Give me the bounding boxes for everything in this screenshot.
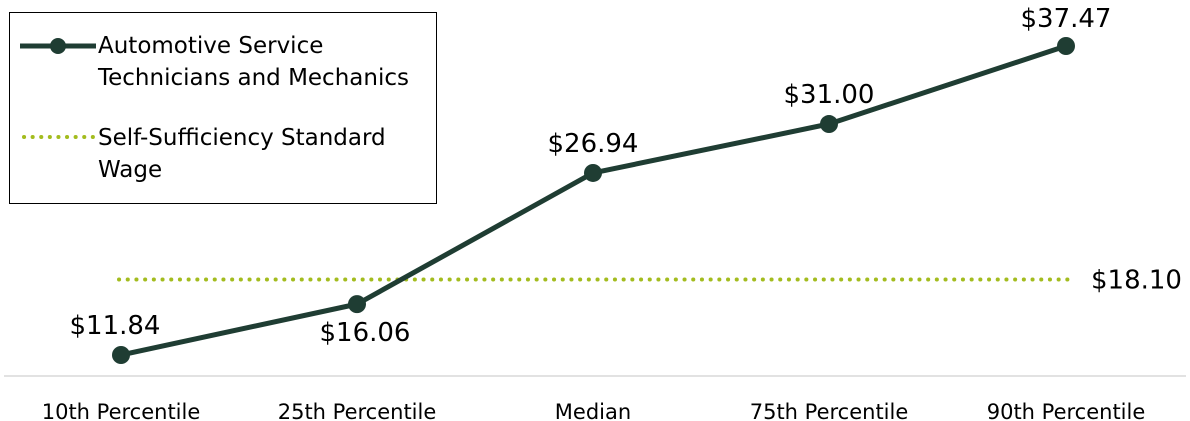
x-tick-label: 75th Percentile — [750, 400, 909, 421]
data-point — [348, 295, 366, 314]
self-sufficiency-value-label: $18.10 — [1091, 266, 1182, 296]
legend-swatch-self-sufficiency — [22, 135, 98, 139]
x-tick-label: Median — [555, 400, 631, 421]
legend-label-wage-series: Automotive Service Technicians and Mecha… — [98, 33, 409, 91]
data-point — [112, 346, 130, 364]
legend-swatch-wage-series — [20, 38, 96, 54]
data-label: $31.00 — [784, 80, 875, 110]
data-point — [820, 115, 838, 134]
data-label: $26.94 — [548, 129, 639, 159]
data-label: $37.47 — [1021, 4, 1112, 34]
data-label: $11.84 — [70, 311, 161, 341]
legend-label-self-sufficiency: Self-Sufficiency Standard Wage — [98, 125, 386, 183]
data-label: $16.06 — [320, 318, 411, 348]
data-point — [584, 163, 602, 182]
data-point — [1057, 37, 1075, 55]
legend: Automotive Service Technicians and Mecha… — [9, 12, 437, 204]
x-tick-label: 10th Percentile — [42, 400, 201, 421]
x-tick-label: 25th Percentile — [278, 400, 437, 421]
x-tick-label: 90th Percentile — [987, 400, 1146, 421]
